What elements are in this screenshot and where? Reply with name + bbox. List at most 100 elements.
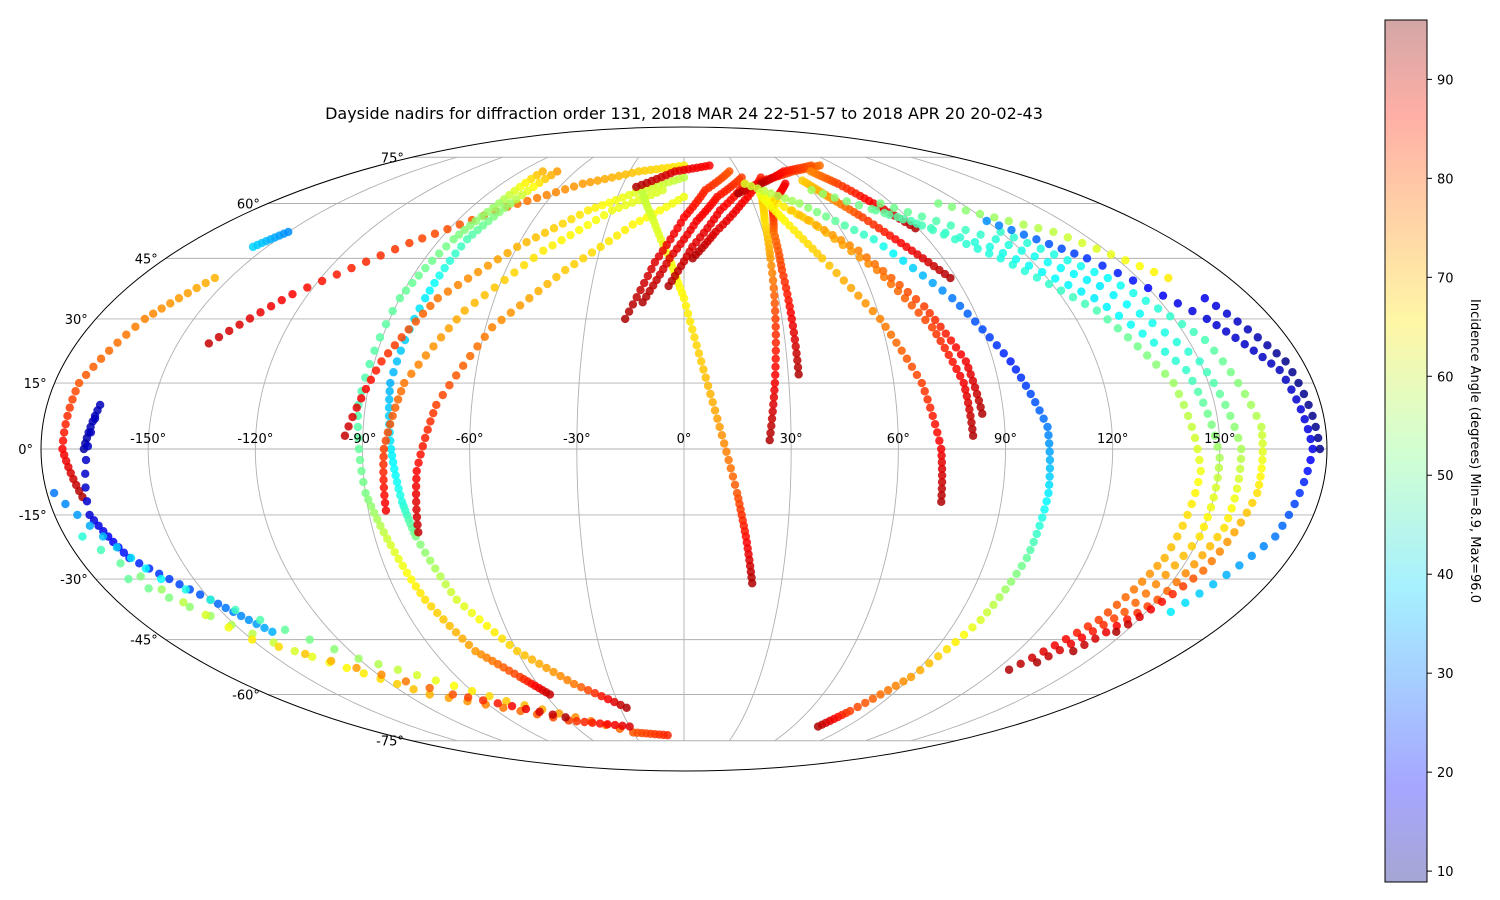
nadir-track: [411, 192, 689, 537]
nadir-point: [1082, 254, 1092, 263]
nadir-point: [770, 299, 779, 308]
nadir-point: [371, 366, 381, 375]
nadir-point: [925, 308, 934, 318]
nadir-point: [1203, 512, 1212, 522]
nadir-point: [892, 338, 901, 347]
nadir-point: [426, 301, 435, 311]
nadir-point: [722, 447, 731, 456]
nadir-point: [277, 295, 286, 305]
nadir-point: [985, 333, 994, 342]
nadir-point: [793, 356, 802, 365]
nadir-point: [1253, 333, 1262, 342]
nadir-point: [788, 196, 797, 206]
nadir-point: [1138, 329, 1147, 338]
nadir-point: [420, 433, 430, 443]
nadir-point: [401, 677, 411, 686]
nadir-point: [933, 428, 942, 437]
nadir-point: [966, 370, 975, 379]
nadir-point: [1166, 607, 1176, 617]
nadir-point: [380, 491, 389, 500]
colorbar-tick-label: 30: [1437, 667, 1454, 682]
nadir-point: [388, 411, 397, 421]
nadir-point: [569, 679, 579, 689]
x-tick-label: 30°: [780, 432, 803, 447]
nadir-point: [1069, 269, 1079, 279]
nadir-point: [433, 608, 442, 618]
nadir-point: [467, 686, 477, 696]
nadir-point: [610, 720, 620, 730]
nadir-point: [1080, 299, 1090, 309]
nadir-point: [1024, 261, 1034, 270]
nadir-point: [1167, 543, 1176, 552]
nadir-point: [1235, 561, 1244, 570]
chart-title: Dayside nadirs for diffraction order 131…: [325, 104, 1043, 123]
nadir-point: [1199, 522, 1209, 532]
nadir-point: [998, 248, 1008, 258]
nadir-point: [961, 206, 971, 215]
nadir-point: [381, 506, 391, 515]
nadir-point: [366, 375, 376, 385]
x-tick-label: 0°: [677, 432, 692, 447]
nadir-point: [445, 381, 454, 390]
nadir-point: [1230, 422, 1239, 432]
nadir-point: [830, 193, 839, 202]
nadir-point: [1213, 473, 1222, 482]
nadir-point: [63, 411, 72, 421]
nadir-point: [436, 333, 446, 342]
nadir-point: [926, 224, 936, 233]
colorbar-tick-label: 70: [1437, 271, 1454, 286]
nadir-point: [458, 634, 467, 643]
nadir-point: [1135, 612, 1144, 622]
nadir-point: [473, 342, 482, 351]
nadir-point: [975, 209, 985, 219]
nadir-point: [850, 225, 859, 235]
nadir-point: [771, 322, 780, 331]
nadir-point: [268, 627, 277, 637]
nadir-point: [1237, 444, 1246, 454]
nadir-track: [49, 488, 672, 740]
nadir-point: [1109, 614, 1119, 623]
nadir-point: [512, 242, 522, 252]
nadir-point: [443, 287, 453, 296]
nadir-point: [1035, 406, 1044, 415]
nadir-point: [1221, 327, 1231, 336]
nadir-point: [951, 637, 960, 647]
nadir-point: [448, 690, 458, 699]
nadir-point: [1011, 255, 1021, 264]
nadir-point: [1031, 398, 1040, 407]
nadir-point: [94, 521, 103, 530]
nadir-track: [871, 206, 1224, 667]
nadir-point: [1153, 561, 1162, 571]
nadir-point: [529, 253, 538, 263]
nadir-point: [936, 336, 945, 346]
x-tick-label: 90°: [994, 432, 1017, 447]
nadir-point: [1019, 220, 1028, 229]
nadir-point: [502, 697, 511, 706]
nadir-point: [946, 221, 956, 230]
nadir-point: [1001, 585, 1010, 594]
nadir-point: [385, 395, 394, 404]
nadir-point: [494, 199, 504, 208]
nadir-point: [426, 417, 435, 426]
nadir-point: [554, 709, 564, 718]
nadir-point: [1181, 365, 1191, 375]
meridian-line: [469, 156, 594, 742]
nadir-point: [330, 645, 339, 654]
nadir-point: [332, 270, 342, 279]
nadir-point: [692, 341, 701, 350]
y-tick-label: 15°: [24, 377, 47, 392]
nadir-point: [499, 703, 508, 713]
nadir-point: [946, 336, 956, 345]
nadir-point: [1121, 593, 1130, 602]
nadir-point: [903, 207, 913, 217]
nadir-point: [1226, 411, 1235, 421]
nadir-point: [1315, 444, 1325, 454]
nadir-point: [759, 186, 769, 196]
nadir-point: [984, 249, 994, 258]
nadir-track: [688, 173, 766, 263]
nadir-point: [932, 216, 941, 226]
nadir-point: [471, 216, 481, 226]
nadir-point: [705, 161, 714, 170]
nadir-point: [421, 351, 431, 360]
